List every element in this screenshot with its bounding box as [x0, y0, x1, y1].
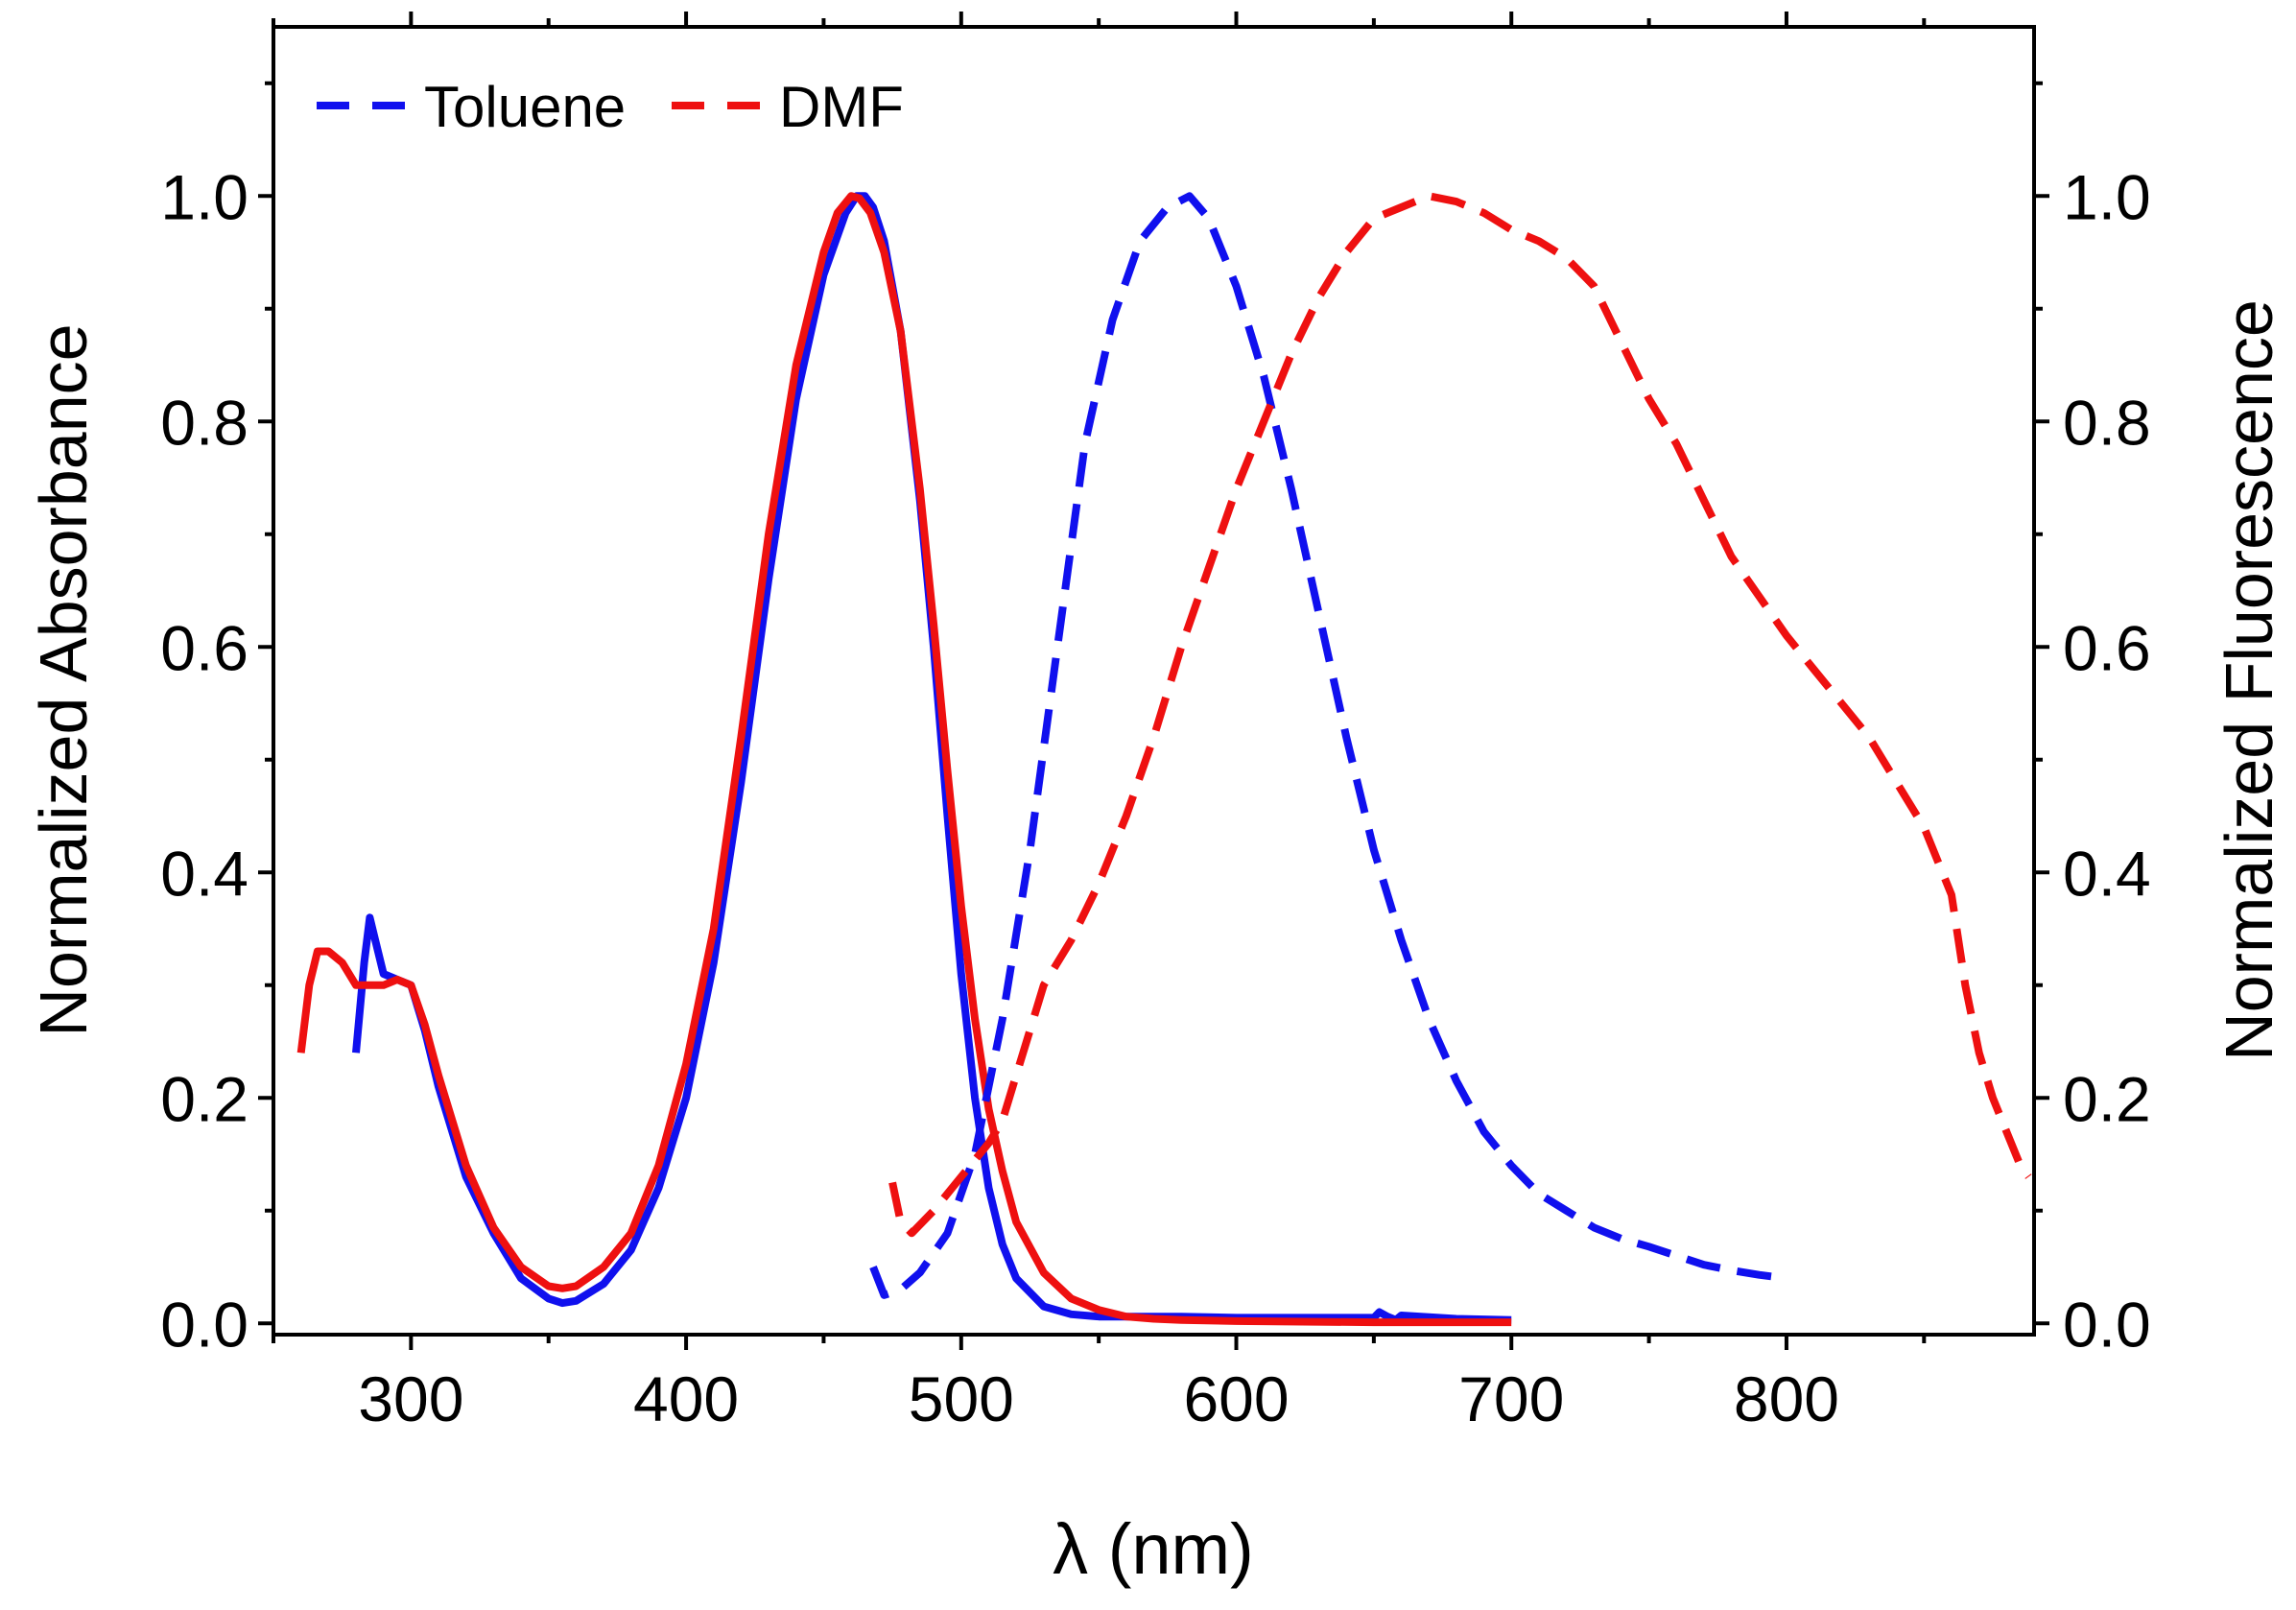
- tick-layer: 300 400 500 600 700 800 0.0 0.0 0.2 0.2 0.4 0.4 0.6 0…: [160, 12, 2151, 1434]
- y-tick-label-left: 0.4: [160, 838, 249, 909]
- x-tick-label: 800: [1734, 1363, 1839, 1434]
- x-tick-label: 600: [1183, 1363, 1289, 1434]
- y-tick-label-right: 0.4: [2063, 838, 2151, 909]
- y-tick-label-right: 0.2: [2063, 1063, 2151, 1134]
- x-tick-label: 400: [633, 1363, 739, 1434]
- y-tick-label-left: 0.0: [160, 1289, 249, 1360]
- y-tick-label-left: 0.2: [160, 1063, 249, 1134]
- series-line-dmf-absorbance: [296, 192, 1512, 1327]
- y-tick-label-right: 1.0: [2063, 161, 2151, 232]
- plot-frame: [272, 25, 2036, 1337]
- x-axis-label: λ (nm): [1053, 1509, 1254, 1589]
- y-tick-label-right: 0.6: [2063, 612, 2151, 683]
- legend-label-toluene: Toluene: [424, 75, 626, 139]
- y-tick-label-right: 0.8: [2063, 387, 2151, 458]
- y-tick-label-left: 0.6: [160, 612, 249, 683]
- series-line-dmf-fluorescence: [888, 192, 2032, 1238]
- series-layer: [296, 192, 2032, 1327]
- y-axis-label-left: Normalized Absorbance: [26, 323, 101, 1036]
- legend: Toluene DMF: [317, 75, 904, 139]
- y-axis-label-right: Normalized Fluorescence: [2212, 299, 2286, 1061]
- x-tick-label: 300: [358, 1363, 463, 1434]
- legend-label-dmf: DMF: [779, 75, 904, 139]
- y-tick-label-left: 0.8: [160, 387, 249, 458]
- x-tick-label: 700: [1458, 1363, 1564, 1434]
- x-tick-label: 500: [909, 1363, 1014, 1434]
- y-tick-label-left: 1.0: [160, 161, 249, 232]
- y-tick-label-right: 0.0: [2063, 1289, 2151, 1360]
- series-line-toluene-fluorescence: [869, 192, 1787, 1299]
